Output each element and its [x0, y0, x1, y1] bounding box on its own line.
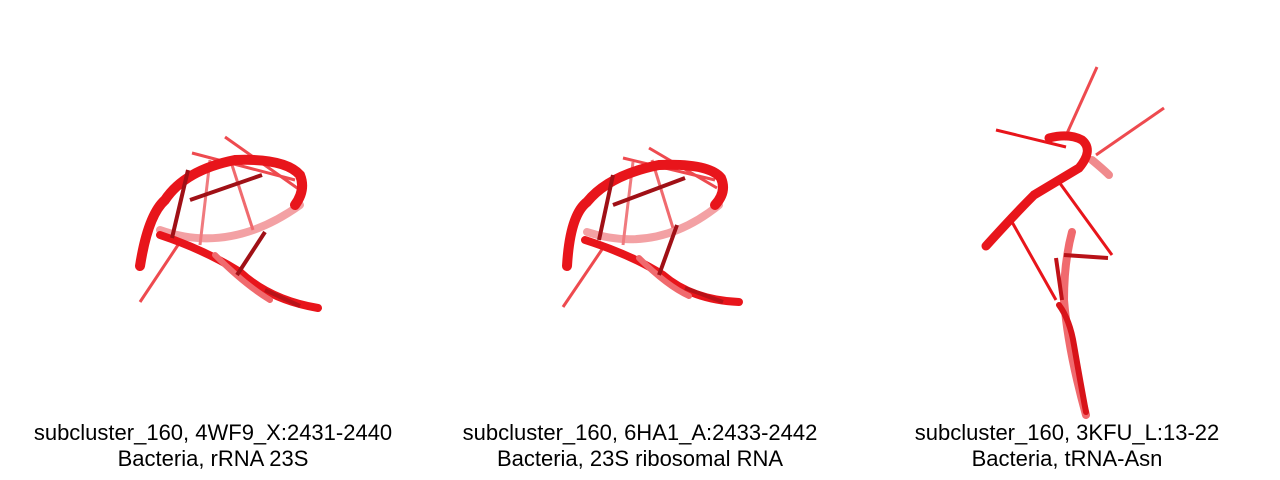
caption-line2: Bacteria, rRNA 23S [117, 446, 309, 471]
base-line [1010, 221, 1058, 301]
backbone-main [562, 159, 728, 271]
base-pair [189, 173, 263, 202]
backbone-back [583, 201, 723, 244]
base-line [198, 159, 212, 246]
panel-6ha1: subcluster_160, 6HA1_A:2433-2442 Bacteri… [427, 0, 853, 480]
backbone-main [981, 131, 1092, 251]
rna-structure-6ha1 [561, 146, 743, 308]
caption-line1: subcluster_160, 3KFU_L:13-22 [914, 420, 1220, 445]
base-line [995, 128, 1067, 149]
base-pair [657, 224, 679, 276]
base-line [1062, 66, 1099, 141]
base-line [561, 247, 605, 308]
panel-3kfu: subcluster_160, 3KFU_L:13-22 Bacteria, t… [854, 0, 1280, 480]
caption-4wf9: subcluster_160, 4WF9_X:2431-2440 Bacteri… [0, 420, 426, 472]
base-pair [1063, 253, 1109, 260]
caption-line1: subcluster_160, 4WF9_X:2431-2440 [33, 420, 393, 445]
base-pair [235, 230, 267, 277]
backbone-main [135, 154, 308, 271]
base-pair [1054, 257, 1064, 301]
caption-line1: subcluster_160, 6HA1_A:2433-2442 [462, 420, 818, 445]
rna-structure-3kfu [981, 66, 1165, 419]
base-line [138, 244, 180, 303]
backbone-shade [1088, 156, 1113, 179]
caption-6ha1: subcluster_160, 6HA1_A:2433-2442 Bacteri… [427, 420, 853, 472]
base-pair [264, 288, 301, 308]
base-line [1095, 106, 1165, 157]
backbone-back [156, 201, 304, 243]
backbone-lower-shade [636, 255, 692, 299]
backbone-lower [1056, 302, 1089, 415]
caption-3kfu: subcluster_160, 3KFU_L:13-22 Bacteria, t… [854, 420, 1280, 472]
base-line [191, 151, 296, 182]
rna-structure-4wf9 [135, 135, 322, 312]
caption-line2: Bacteria, tRNA-Asn [971, 446, 1163, 471]
base-pair [597, 174, 615, 241]
backbone-lower-shade [212, 252, 273, 303]
base-line [1057, 181, 1114, 256]
base-pair [684, 286, 724, 304]
base-line [230, 164, 255, 231]
base-pair [170, 169, 190, 239]
panel-4wf9: subcluster_160, 4WF9_X:2431-2440 Bacteri… [0, 0, 426, 480]
base-line [650, 159, 675, 229]
caption-line2: Bacteria, 23S ribosomal RNA [496, 446, 784, 471]
base-pair [612, 176, 686, 207]
